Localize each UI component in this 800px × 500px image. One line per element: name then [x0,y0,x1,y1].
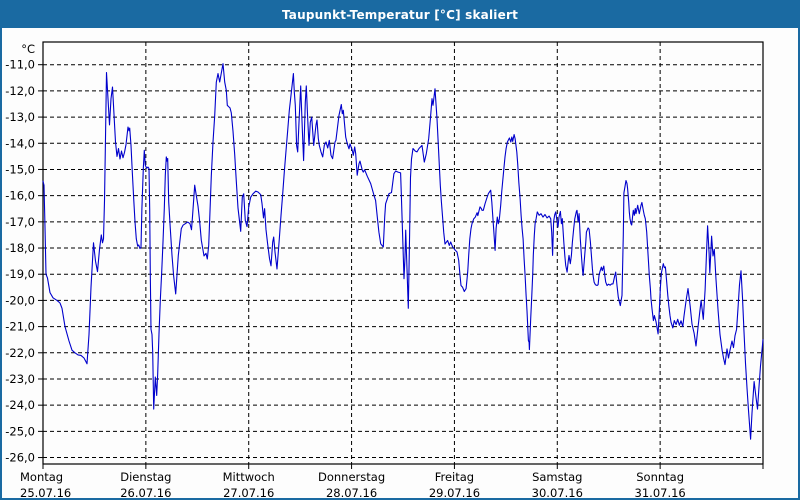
y-tick-label: -22,0 [5,346,35,360]
y-tick-label: -25,0 [5,424,35,438]
y-tick-label: -26,0 [5,451,35,465]
y-tick-label: -18,0 [5,241,35,255]
y-tick-label: -20,0 [5,293,35,307]
y-tick-label: -12,0 [5,84,35,98]
y-axis-unit-label: °C [21,42,35,56]
y-tick-label: -15,0 [5,162,35,176]
plot-border [42,41,764,465]
y-tick-label: -13,0 [5,110,35,124]
chart-title: Taupunkt-Temperatur [°C] skaliert [281,8,519,22]
x-date-label: 26.07.16 [120,486,171,498]
x-day-label: Sonntag [636,470,684,484]
y-tick-label: -21,0 [5,320,35,334]
chart-canvas: -11,0 -12,0 -13,0 -14,0 -15,0 -16,0 -17,0 -18,0… [5,41,764,498]
x-date-label: 29.07.16 [429,486,480,498]
x-day-label: Montag [20,470,63,484]
y-tick-label: -19,0 [5,267,35,281]
x-date-label: 25.07.16 [20,486,71,498]
y-tick-label: -24,0 [5,398,35,412]
x-day-label: Donnerstag [318,470,385,484]
x-day-label: Freitag [435,470,474,484]
x-day-label: Samstag [532,470,582,484]
y-tick-label: -17,0 [5,215,35,229]
x-date-label: 27.07.16 [223,486,274,498]
y-tick-label: -14,0 [5,136,35,150]
window-titlebar: Taupunkt-Temperatur [°C] skaliert [2,2,798,28]
y-tick-label: -11,0 [5,58,35,72]
x-day-label: Mittwoch [223,470,275,484]
x-day-label: Dienstag [120,470,171,484]
temperature-line [42,63,764,440]
x-date-label: 28.07.16 [326,486,377,498]
chart-area: -11,0 -12,0 -13,0 -14,0 -15,0 -16,0 -17,0 -18,0… [2,28,798,498]
x-date-label: 30.07.16 [532,486,583,498]
y-tick-label: -16,0 [5,189,35,203]
x-date-label: 31.07.16 [635,486,686,498]
y-tick-label: -23,0 [5,372,35,386]
